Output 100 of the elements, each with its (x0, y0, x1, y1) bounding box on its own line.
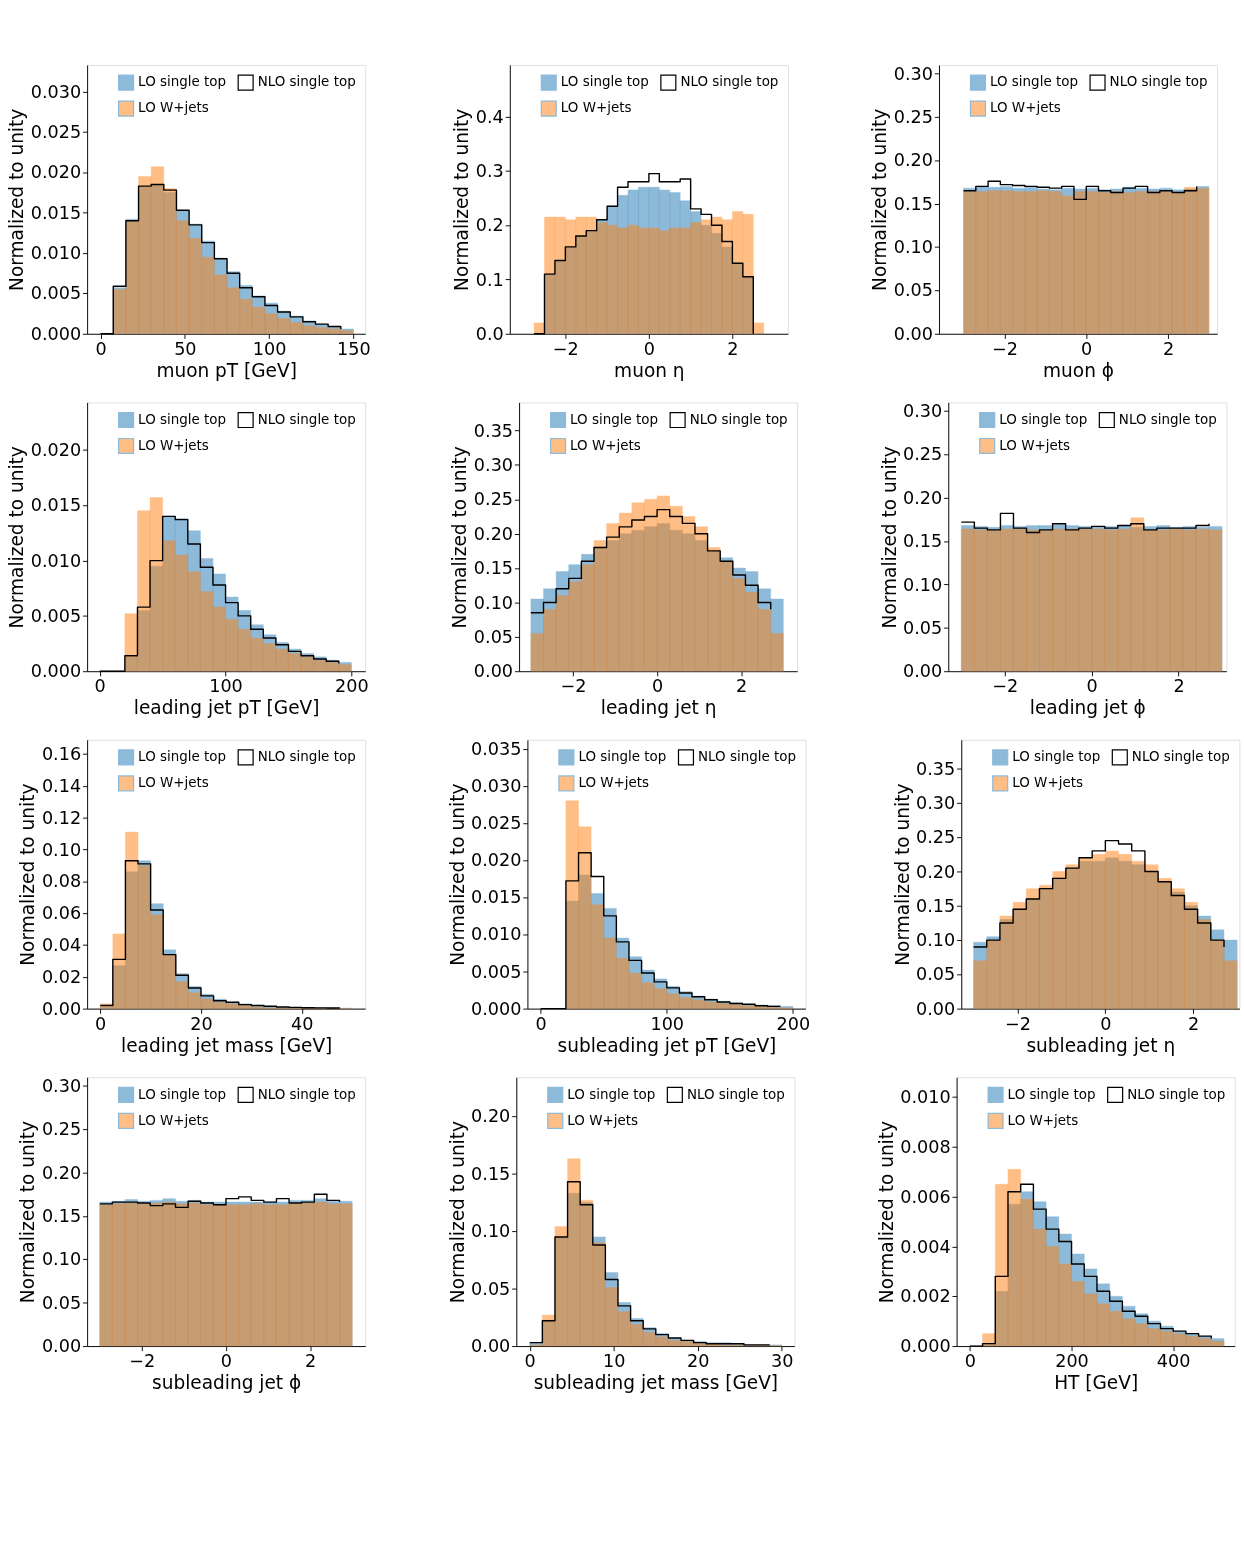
x-tick-label: 0 (95, 338, 107, 359)
y-tick-label: 0.20 (903, 487, 943, 508)
x-axis-title: subleading jet ϕ (152, 1372, 302, 1394)
legend-label: LO W+jets (138, 437, 209, 453)
y-tick-label: 0.25 (903, 444, 943, 465)
legend-label: LO W+jets (138, 1112, 209, 1128)
legend-label: LO W+jets (1007, 1112, 1079, 1128)
x-tick-label: 100 (209, 676, 243, 697)
y-tick-label: 0.00 (893, 323, 933, 344)
x-axis-title: muon ϕ (1043, 359, 1114, 381)
y-tick-label: 0.02 (41, 966, 82, 987)
y-tick-label: 0.16 (41, 744, 82, 765)
y-tick-label: 0.20 (473, 523, 514, 544)
y-tick-label: 0.004 (900, 1236, 951, 1257)
y-tick-label: 0.10 (41, 839, 82, 860)
y-tick-label: 0.3 (475, 160, 504, 181)
y-tick-label: 0.015 (30, 495, 82, 516)
y-tick-label: 0.020 (471, 850, 522, 871)
y-tick-label: 0.35 (473, 420, 514, 441)
y-tick-label: 0.10 (916, 930, 956, 951)
x-tick-label: 0 (94, 676, 106, 697)
legend-label: LO single top (560, 74, 649, 90)
x-tick-label: −2 (1004, 1013, 1031, 1034)
y-tick-label: 0.06 (41, 903, 82, 924)
y-axis-title: Normalized to unity (17, 783, 39, 966)
y-axis-title: Normalized to unity (869, 108, 891, 291)
y-tick-label: 0.20 (916, 861, 956, 882)
y-tick-label: 0.05 (473, 626, 514, 647)
x-tick-label: −2 (992, 676, 1019, 697)
y-tick-label: 0.30 (41, 1075, 82, 1096)
x-tick-label: 2 (1162, 338, 1175, 359)
y-tick-label: 0.15 (903, 531, 943, 552)
y-tick-label: 0.35 (916, 758, 956, 779)
x-axis-title: subleading jet pT [GeV] (557, 1034, 777, 1056)
y-tick-label: 0.10 (893, 237, 933, 258)
x-tick-label: 0 (220, 1350, 233, 1371)
x-axis-title: HT [GeV] (1054, 1372, 1139, 1394)
x-tick-label: 200 (776, 1013, 811, 1034)
legend-label: LO W+jets (990, 100, 1061, 116)
y-tick-label: 0.15 (41, 1206, 82, 1227)
y-tick-label: 0.20 (893, 150, 933, 171)
legend-label: NLO single top (257, 411, 356, 427)
x-tick-label: 0 (535, 1013, 547, 1034)
x-tick-label: 0 (651, 676, 664, 697)
legend-label: NLO single top (680, 74, 779, 90)
y-tick-label: 0.05 (903, 617, 943, 638)
x-tick-label: 0 (1081, 338, 1093, 359)
x-axis-title: muon η (614, 359, 685, 381)
y-tick-label: 0.020 (30, 440, 82, 461)
y-tick-label: 0.008 (900, 1136, 951, 1157)
legend-label: NLO single top (257, 749, 356, 765)
legend-label: LO single top (570, 411, 659, 427)
y-tick-label: 0.15 (473, 558, 514, 579)
x-axis-title: leading jet η (600, 697, 717, 719)
x-tick-label: 2 (727, 338, 739, 359)
y-tick-label: 0.006 (900, 1186, 951, 1207)
y-tick-label: 0.002 (900, 1286, 951, 1307)
x-axis-title: leading jet ϕ (1029, 697, 1146, 719)
y-tick-label: 0.035 (471, 738, 522, 759)
y-tick-label: 0.020 (30, 162, 82, 183)
y-tick-label: 0.030 (471, 775, 522, 796)
y-tick-label: 0.12 (41, 807, 82, 828)
y-axis-title: Normalized to unity (446, 783, 468, 966)
x-tick-label: 0 (1086, 676, 1098, 697)
y-tick-label: 0.30 (893, 63, 933, 84)
x-axis-title: subleading jet mass [GeV] (533, 1372, 779, 1394)
y-tick-label: 0.05 (41, 1292, 82, 1313)
x-tick-label: −2 (129, 1350, 156, 1371)
y-axis-title: Normalized to unity (449, 446, 471, 629)
x-tick-label: −2 (991, 338, 1018, 359)
x-axis-title: leading jet pT [GeV] (133, 697, 320, 719)
legend-label: NLO single top (1118, 411, 1217, 427)
y-tick-label: 0.010 (900, 1087, 951, 1108)
x-axis-title: leading jet mass [GeV] (121, 1034, 333, 1056)
legend-label: LO single top (990, 74, 1078, 90)
y-tick-label: 0.10 (41, 1249, 82, 1270)
legend-label: LO single top (138, 74, 227, 90)
y-axis-title: Normalized to unity (878, 446, 900, 629)
y-tick-label: 0.25 (916, 827, 956, 848)
y-tick-label: 0.000 (30, 661, 82, 682)
y-tick-label: 0.20 (471, 1106, 511, 1127)
y-tick-label: 0.030 (30, 81, 82, 102)
y-tick-label: 0.010 (471, 924, 522, 945)
x-tick-label: 100 (650, 1013, 685, 1034)
y-axis-title: Normalized to unity (6, 108, 28, 291)
y-tick-label: 0.010 (30, 243, 82, 264)
y-tick-label: 0.005 (30, 605, 82, 626)
y-tick-label: 0.30 (916, 792, 956, 813)
y-axis-title: Normalized to unity (891, 783, 913, 966)
y-axis-title: Normalized to unity (451, 108, 473, 291)
y-tick-label: 0.08 (41, 871, 82, 892)
y-axis-title: Normalized to unity (17, 1120, 39, 1304)
legend-label: LO W+jets (578, 775, 650, 791)
y-tick-label: 0.30 (903, 401, 943, 422)
legend-label: NLO single top (1127, 1086, 1226, 1102)
y-tick-label: 0.025 (471, 813, 522, 834)
y-tick-label: 0.30 (473, 455, 514, 475)
x-tick-label: 40 (291, 1013, 314, 1034)
x-axis-title: subleading jet η (1026, 1034, 1176, 1056)
x-tick-label: 2 (1188, 1013, 1200, 1034)
